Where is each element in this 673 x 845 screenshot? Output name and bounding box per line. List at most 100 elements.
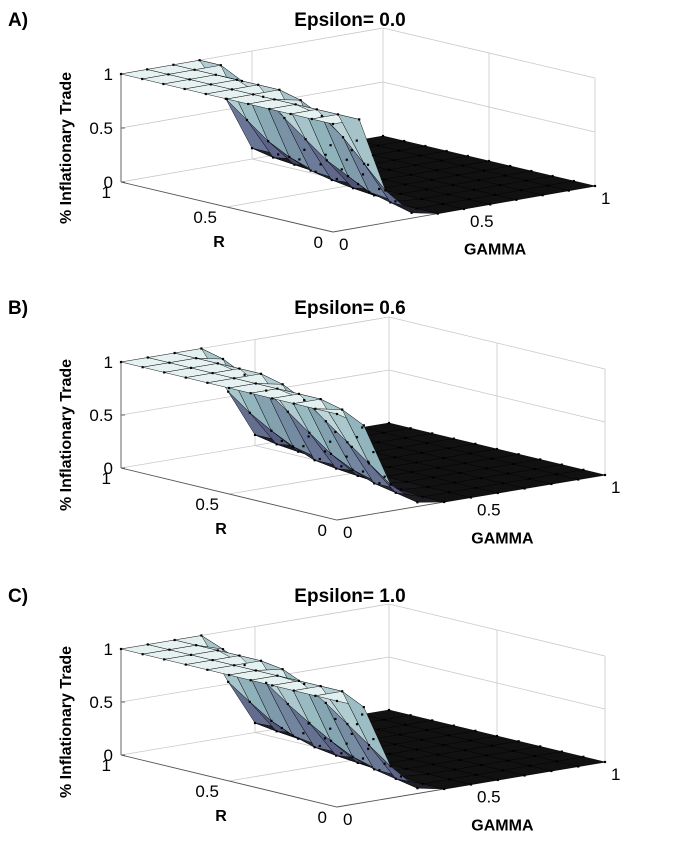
surface-vertex <box>336 113 340 116</box>
panel-letter: A) <box>8 10 28 31</box>
surface-vertex <box>366 163 370 166</box>
surface-vertex <box>297 450 300 453</box>
surface-vertex <box>430 178 433 181</box>
surface-vertex <box>399 733 402 736</box>
surface-vertex <box>509 164 512 168</box>
surface-vertex <box>335 177 338 181</box>
surface-vertex <box>351 187 355 190</box>
surface-vertex <box>367 462 371 465</box>
surface-vertex <box>262 95 265 98</box>
surface-vertex <box>221 648 225 651</box>
surface-vertex <box>384 189 387 192</box>
x-axis-label: GAMMA <box>471 530 534 547</box>
surface-vertex <box>168 361 171 364</box>
y-tick-label: 1 <box>102 469 111 488</box>
surface-vertex <box>163 658 166 661</box>
surface-vertex <box>361 757 365 760</box>
surface-vertex <box>582 755 585 758</box>
surface-vertex <box>501 769 505 772</box>
z-tick-label: 0 <box>104 173 113 192</box>
surface-vertex <box>445 149 448 153</box>
surface-vertex <box>204 92 207 96</box>
surface-vertex <box>172 63 175 66</box>
surface-vertex <box>482 169 486 172</box>
surface-vertex <box>277 153 280 156</box>
surface-vertex <box>403 139 406 143</box>
surface-vertex <box>350 445 353 448</box>
surface-vertex <box>340 465 343 468</box>
surface-vertex <box>474 729 477 732</box>
surface-vertex <box>474 442 477 445</box>
y-tick-label: 0.5 <box>195 782 219 801</box>
surface-vertex <box>472 188 476 191</box>
surface-vertex <box>323 737 327 740</box>
y-tick-label: 0 <box>314 233 323 252</box>
surface-vertex <box>504 174 507 177</box>
surface-vertex <box>318 457 321 461</box>
surface-vertex <box>367 744 371 747</box>
surface-vertex <box>533 755 537 758</box>
surface-vertex <box>146 68 149 71</box>
surface-vertex <box>248 700 251 703</box>
surface-vertex <box>315 108 318 111</box>
surface-vertex <box>335 412 339 416</box>
surface-vertex <box>550 482 553 486</box>
surface-vertex <box>485 754 488 757</box>
surface-vertex <box>286 410 289 413</box>
surface-vertex <box>577 765 580 768</box>
surface-vertex <box>393 743 397 746</box>
surface-vertex <box>441 202 444 206</box>
surface-vertex <box>496 778 499 782</box>
surface-vertex <box>281 383 284 386</box>
z-axis-label: % Inflationary Trade <box>58 359 75 511</box>
surface-vertex <box>517 740 520 743</box>
y-tick-label: 0 <box>318 808 327 827</box>
surface-vertex <box>335 467 338 470</box>
surface-vertex <box>431 476 435 479</box>
surface-vertex <box>528 477 531 480</box>
surface-vertex <box>495 734 499 738</box>
x-tick-label: 1 <box>601 189 610 208</box>
surface-vertex <box>361 713 364 716</box>
z-axis-label: % Inflationary Trade <box>58 72 75 224</box>
surface-vertex <box>293 163 296 166</box>
surface-vertex <box>520 189 523 192</box>
surface-vertex <box>381 134 385 138</box>
surface-vertex <box>249 679 252 682</box>
surface-vertex <box>448 491 451 494</box>
surface-vertex <box>294 103 297 106</box>
surface-vertex <box>378 187 381 191</box>
surface-vertex <box>550 769 553 773</box>
surface-vertex <box>453 481 456 484</box>
surface-vertex <box>409 173 412 176</box>
surface-vertex <box>515 198 518 201</box>
surface-vertex <box>507 472 510 475</box>
surface-vertex <box>146 643 149 646</box>
surface-vertex <box>363 162 366 165</box>
surface-vertex <box>410 471 413 474</box>
surface-vertex <box>416 501 419 504</box>
surface-vertex <box>425 188 428 191</box>
surface-vertex <box>355 139 358 142</box>
surface-vertex <box>499 184 502 187</box>
x-tick-label: 1 <box>611 478 620 497</box>
surface-vertex <box>431 719 434 722</box>
surface <box>119 347 607 504</box>
surface-vertex <box>331 122 335 126</box>
surface-vertex <box>313 746 316 749</box>
z-tick-label: 1 <box>104 65 113 84</box>
surface-vertex <box>247 102 250 106</box>
surface-vertex <box>235 78 239 81</box>
surface-vertex <box>420 451 423 454</box>
surface-vertex <box>334 717 337 721</box>
surface-vertex <box>394 200 397 203</box>
surface-vertex <box>227 673 231 677</box>
surface-vertex <box>248 411 251 414</box>
surface-vertex <box>377 441 380 444</box>
surface-vertex <box>494 193 497 196</box>
surface-vertex <box>367 747 370 750</box>
surface-vertex <box>530 169 533 173</box>
surface-vertex <box>173 351 176 355</box>
surface-vertex <box>362 424 365 427</box>
